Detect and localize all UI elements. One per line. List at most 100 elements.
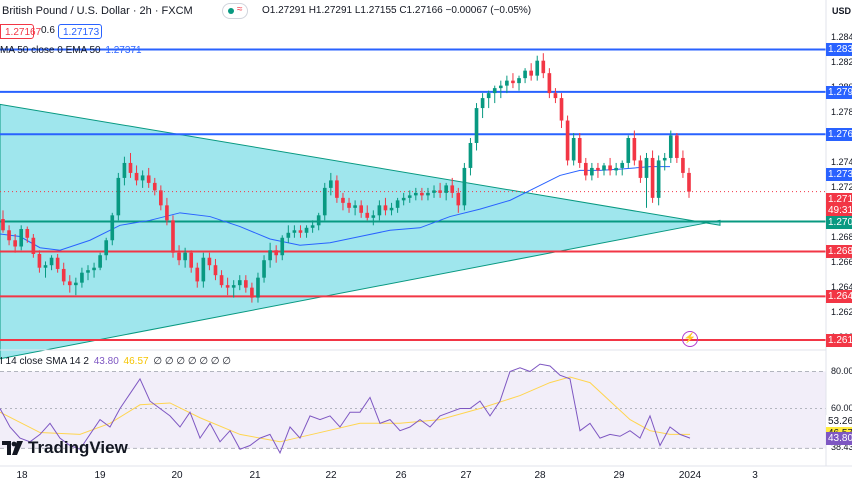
candle-body-54 [329,180,333,188]
candle-body-23 [140,175,145,181]
candle-body-104 [632,138,637,161]
candle-body-25 [152,182,157,191]
candle-body-1 [7,230,11,241]
time-tick-1: 19 [94,470,106,481]
candle-body-53 [322,187,327,216]
candle-body-43 [262,260,266,278]
candle-body-18 [110,215,115,241]
price-label-1: 1.279 [826,85,852,99]
price-label-6: 1.270 [826,215,852,229]
candle-body-97 [590,167,594,176]
price-tick-3: 1.2780 [831,107,852,118]
candle-body-82 [498,85,503,89]
rsi-legend[interactable]: I 14 close SMA 14 2 43.80 46.57 ∅ ∅ ∅ ∅ … [0,356,231,367]
candle-body-24 [146,175,151,183]
candle-body-55 [335,180,339,198]
candle-body-105 [638,160,643,178]
price-label-5: 49:31 [826,204,852,218]
candle-body-74 [450,185,455,193]
candle-body-99 [602,165,606,171]
tradingview-icon [2,441,23,455]
time-tick-2: 20 [171,470,183,481]
time-tick-10: 3 [752,470,758,481]
candle-body-87 [529,70,533,76]
candle-body-21 [128,162,133,173]
ask-button[interactable]: 1.27173 [58,24,102,39]
candle-body-89 [541,60,546,74]
price-label-2: 1.276 [826,128,852,142]
price-label-0: 1.283 [826,43,852,57]
ema-legend[interactable]: MA 50 close 0 EMA 50 1.27371 [0,45,142,56]
rsi-band [0,371,826,449]
candle-body-11 [67,281,72,286]
candle-body-84 [511,80,515,84]
candle-body-32 [195,267,200,282]
time-tick-6: 27 [460,470,472,481]
candle-body-10 [61,268,66,282]
candle-body-85 [517,78,521,84]
candle-body-48 [292,230,297,233]
candle-body-63 [383,205,388,211]
rsi-line [0,363,691,455]
time-tick-3: 21 [249,470,261,481]
triangle-pattern [0,103,721,360]
bid-button[interactable]: 1.27167 [0,24,41,39]
candle-body-34 [207,257,212,266]
candle-body-51 [310,225,315,228]
price-tick-6: 1.2720 [831,181,852,192]
ohlc-readout: O1.27291 H1.27291 L1.27155 C1.27166 −0.0… [262,5,532,16]
candle-body-80 [486,93,491,99]
candle-body-83 [505,80,509,86]
candle-body-68 [413,192,418,196]
rsi-panel [0,363,826,455]
candle-body-92 [559,98,564,121]
price-label-3: 1.273 [826,168,852,182]
price-tick-5: 1.2740 [831,156,852,167]
candle-body-36 [219,275,224,286]
currency-label[interactable]: USD [832,6,852,16]
candle-body-72 [438,190,442,193]
rsi-legend-empty: ∅ ∅ ∅ ∅ ∅ ∅ ∅ [153,356,232,367]
candle-body-110 [668,135,673,158]
time-tick-7: 28 [534,470,546,481]
lightning-icon[interactable]: ⚡ [682,331,698,347]
waves-icon: ≈ [237,4,243,15]
candle-body-30 [183,252,187,261]
rsi-tick-1: 60.00 [831,402,852,413]
candle-body-33 [201,257,206,282]
candle-body-78 [474,108,479,143]
candle-body-12 [74,282,78,286]
tradingview-logo[interactable]: TradingView [2,438,128,458]
candle-body-112 [681,157,685,173]
rsi-legend-label: I 14 close SMA 14 2 [0,356,89,367]
candle-body-6 [37,253,42,268]
candle-body-109 [662,157,667,161]
candle-body-107 [650,157,655,198]
spread-value: 0.6 [41,25,55,36]
ema50-line [0,166,670,251]
candle-body-73 [444,185,448,193]
candle-body-22 [134,172,139,181]
candle-body-17 [104,240,109,256]
candle-body-9 [55,257,60,269]
candle-body-20 [122,162,127,178]
candle-body-113 [687,172,691,192]
candle-body-108 [656,160,661,198]
candle-body-31 [189,252,194,268]
symbol-title[interactable]: British Pound / U.S. Dollar · 2h · FXCM [2,5,193,17]
candle-body-57 [347,202,351,208]
candle-body-44 [268,250,272,261]
candle-body-35 [213,265,218,276]
candles [1,53,691,303]
price-label-8: 1.264 [826,290,852,304]
candle-body-13 [80,272,84,283]
candle-body-46 [280,237,285,256]
candle-body-7 [43,265,48,268]
market-status[interactable]: ≈ [222,3,248,19]
time-tick-4: 22 [325,470,337,481]
candle-body-95 [577,138,582,163]
candle-body-27 [165,205,169,221]
candle-body-26 [159,190,163,206]
candle-body-94 [571,138,576,161]
